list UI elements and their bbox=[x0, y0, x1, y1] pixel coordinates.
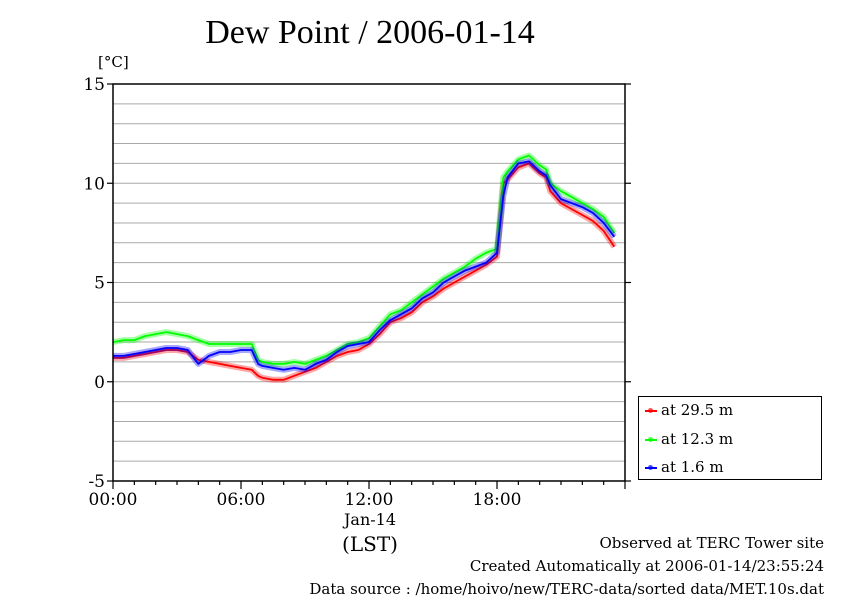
footer-observed-site: Observed at TERC Tower site bbox=[599, 534, 824, 552]
legend-swatch-green bbox=[645, 437, 657, 442]
legend-swatch-red bbox=[645, 408, 657, 413]
legend-label: at 29.5 m bbox=[661, 401, 734, 419]
y-axis-unit-label: [°C] bbox=[98, 53, 129, 71]
y-tick-label: 5 bbox=[94, 274, 105, 294]
x-axis-date-label: Jan-14 bbox=[343, 510, 397, 529]
y-tick-label: 10 bbox=[83, 174, 105, 194]
legend-label: at 12.3 m bbox=[661, 430, 734, 448]
y-tick-label: 15 bbox=[83, 75, 105, 95]
y-tick-label: -5 bbox=[88, 472, 105, 492]
series-line-1 bbox=[112, 154, 616, 365]
series-band-1 bbox=[112, 152, 617, 367]
series-lines bbox=[112, 152, 617, 383]
legend-label: at 1.6 m bbox=[661, 458, 724, 476]
x-tick-label: 06:00 bbox=[217, 490, 266, 510]
footer-data-source: Data source : /home/hoivo/new/TERC-data/… bbox=[309, 580, 824, 598]
x-tick-label: 18:00 bbox=[473, 490, 522, 510]
x-tick-label: 00:00 bbox=[89, 490, 138, 510]
x-tick-label: 12:00 bbox=[345, 490, 394, 510]
legend-swatch-blue bbox=[645, 465, 657, 470]
y-tick-label: 0 bbox=[94, 373, 105, 393]
legend-item-1-6m: at 1.6 m bbox=[645, 456, 724, 478]
chart-title: Dew Point / 2006-01-14 bbox=[205, 14, 535, 51]
legend: at 29.5 m at 12.3 m at 1.6 m bbox=[638, 396, 822, 480]
series-line-2 bbox=[113, 160, 616, 371]
legend-item-29-5m: at 29.5 m bbox=[645, 399, 733, 421]
legend-item-12-3m: at 12.3 m bbox=[645, 428, 733, 450]
x-axis-title: (LST) bbox=[342, 532, 398, 556]
footer-created-time: Created Automatically at 2006-01-14/23:5… bbox=[469, 557, 824, 575]
grid-lines bbox=[113, 103, 625, 462]
axis-ticks: 15 10 5 0 -500:00 06:00 12:00 18:00 bbox=[83, 75, 631, 510]
